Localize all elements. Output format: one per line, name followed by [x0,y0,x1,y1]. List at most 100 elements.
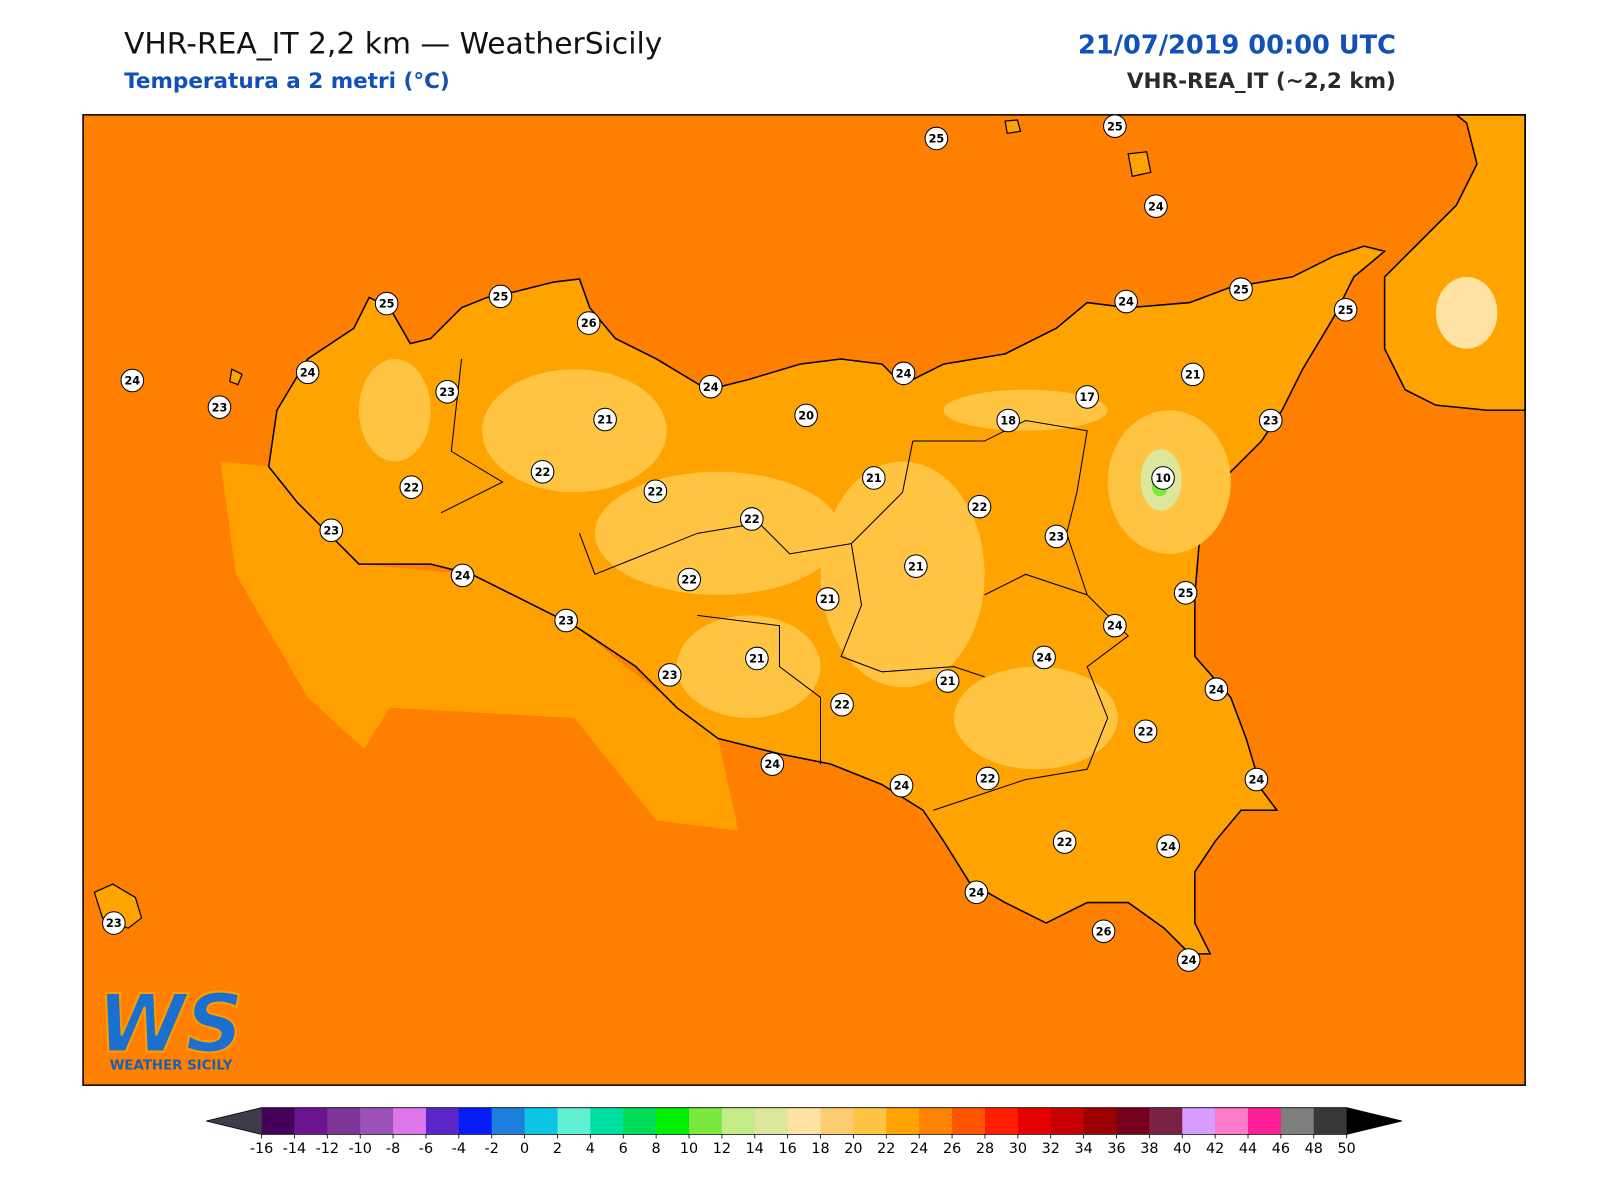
station-value: 23 [662,669,678,682]
station-value: 22 [1057,836,1073,849]
province-borders [440,358,1129,811]
colorbar-box [820,1107,854,1135]
station-marker [1114,289,1138,314]
colorbar-box [689,1107,723,1135]
station-marker [760,752,785,776]
station-marker [739,507,764,531]
stations: 25 25 24 25 25 26 24 23 24 23 21 24 20 24 24 25 25 21 17 18… [102,114,1358,972]
station-value: 21 [940,675,956,688]
station-value: 23 [323,524,339,537]
station-value: 17 [1079,391,1095,404]
logo-mark: WS [97,977,243,1070]
date: 21/07/2019 00:00 UTC [1078,30,1396,60]
colorbar-box [524,1107,558,1135]
station-value: 24 [1249,774,1265,787]
colorbar-box [754,1107,789,1135]
colorbar-box [590,1107,624,1135]
station-value: 24 [1107,620,1123,633]
station-marker [488,284,513,309]
calabria-cool [1435,276,1498,349]
station-value: 24 [1160,840,1176,853]
station-value: 24 [455,569,471,582]
colorbar-box [952,1107,986,1135]
station-marker [102,911,126,935]
station-value: 25 [1338,304,1354,317]
station-value: 25 [379,298,395,311]
station-value: 10 [1155,472,1171,485]
colorbar-tick-label: 10 [680,1141,698,1157]
colorbar-box [721,1107,756,1135]
station-marker [815,587,840,611]
colorbar-tick-label: -16 [250,1141,273,1157]
colorbar-tick-label: 24 [910,1141,928,1157]
station-value: 24 [703,381,719,394]
station-value: 26 [1096,925,1112,938]
colorbar-box [327,1107,361,1135]
colorbar-tick-label: -6 [419,1141,433,1157]
colorbar-tick-label: 20 [844,1141,862,1157]
station-value: 24 [1181,954,1197,967]
colorbar-tick-label: 22 [877,1141,895,1157]
colorbar-box [425,1107,460,1135]
station-marker [1044,524,1069,549]
station-value: 22 [744,513,760,526]
colorbar-tick-label: 42 [1206,1141,1224,1157]
station-value: 24 [1036,652,1052,665]
colorbar-box [261,1107,295,1135]
station-value: 22 [403,481,419,494]
colorbar-box [853,1107,887,1135]
station-marker [120,368,145,393]
station-marker [1075,385,1099,409]
colorbar-over [1346,1107,1403,1135]
colorbar-box [623,1107,657,1135]
station-marker [891,361,916,386]
colorbar-box [919,1107,953,1135]
station-marker [576,311,601,335]
colorbar-tick-label: 0 [520,1141,529,1157]
subtitle: Temperatura a 2 metri (°C) [124,69,450,94]
colorbar-tick-label: 18 [811,1141,829,1157]
station-value: 25 [1178,587,1194,600]
station-marker [643,479,668,504]
colorbar-box [491,1107,526,1135]
station-value: 21 [820,593,836,606]
colorbar-tick-label: 40 [1173,1141,1191,1157]
station-marker [862,466,886,490]
colorbar-tick-label: 2 [553,1141,562,1157]
colorbar-tick-label: 4 [586,1141,595,1157]
station-marker [1133,719,1158,744]
station-value: 22 [648,485,664,498]
colorbar-box [1017,1107,1052,1135]
station-marker [967,494,992,519]
station-marker [1173,581,1198,605]
station-marker [794,403,818,428]
colorbar-box [1050,1107,1085,1135]
colorbar-tick-label: 32 [1042,1141,1060,1157]
colorbar-box [458,1107,493,1135]
station-marker [593,407,617,432]
station-marker [975,766,1000,791]
colorbar-tick-label: 6 [619,1141,628,1157]
station-marker [1229,277,1253,302]
colorbar-tick-label: -4 [452,1141,466,1157]
station-marker [1244,767,1269,792]
station-marker [1032,645,1056,670]
colorbar-box [1083,1107,1118,1135]
colorbar-tick-label: 16 [779,1141,797,1157]
station-marker [1204,677,1229,702]
station-value: 21 [749,653,765,666]
station-marker [698,374,723,399]
station-value: 24 [1148,200,1164,213]
station-marker [1151,466,1175,490]
offshore-band [220,461,739,831]
station-value: 24 [896,367,912,380]
station-value: 24 [764,758,780,771]
station-marker [889,773,914,798]
colorbar-tick-label: -10 [348,1141,371,1157]
station-marker [964,880,989,905]
station-value: 22 [681,574,697,587]
station-marker [319,518,344,543]
colorbar-box [557,1107,591,1135]
station-value: 25 [493,291,509,304]
